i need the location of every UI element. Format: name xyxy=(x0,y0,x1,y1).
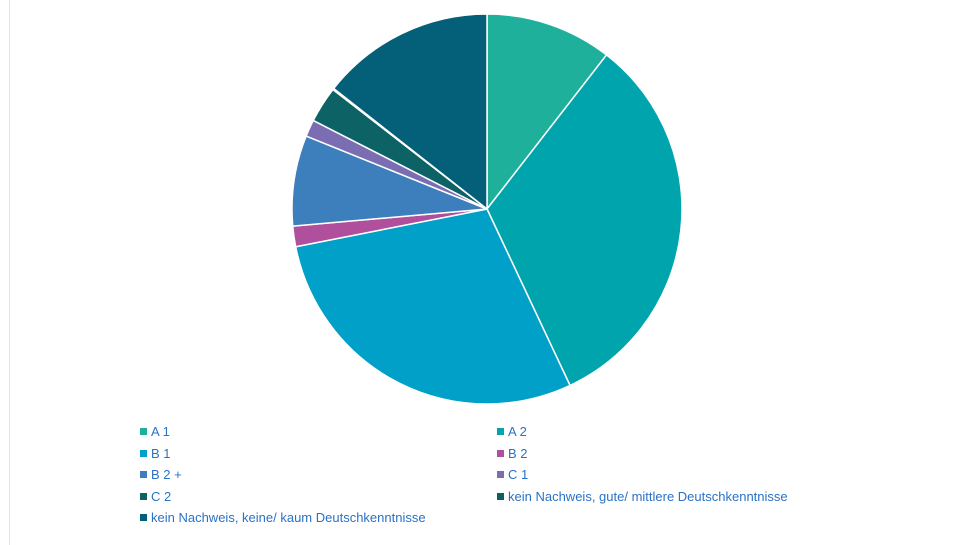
left-border xyxy=(9,0,10,545)
legend-item-5: B 2 + xyxy=(140,465,182,485)
legend-marker-8 xyxy=(497,492,504,500)
legend-label-4: B 2 xyxy=(508,445,528,461)
legend-item-1: A 1 xyxy=(140,422,170,442)
legend-label-7: C 2 xyxy=(151,488,172,504)
pie-slice-2 xyxy=(486,54,683,387)
pie-slice-1 xyxy=(486,13,608,210)
legend-item-2: A 2 xyxy=(497,422,527,442)
legend-item-4: B 2 xyxy=(497,444,528,464)
legend-label-3: B 1 xyxy=(151,445,171,461)
legend-label-2: A 2 xyxy=(508,424,527,439)
legend-marker-5 xyxy=(140,471,147,478)
legend-marker-2 xyxy=(497,428,504,435)
legend-label-9: kein Nachweis, keine/ kaum Deutschkenntn… xyxy=(151,510,426,525)
pie-slice-9 xyxy=(332,13,488,210)
pie-slices xyxy=(291,13,683,405)
legend-label-1: A 1 xyxy=(151,424,170,439)
legend-item-7: C 2 xyxy=(140,487,171,507)
legend-label-8: kein Nachweis, gute/ mittlere Deutschken… xyxy=(508,488,788,504)
legend-marker-6 xyxy=(497,471,504,478)
legend-label-6: C 1 xyxy=(508,467,529,482)
pie-slice-3 xyxy=(294,208,571,405)
legend-marker-9 xyxy=(140,514,147,521)
legend-item-8: kein Nachweis, gute/ mittlere Deutschken… xyxy=(497,487,788,507)
legend-item-9: kein Nachweis, keine/ kaum Deutschkenntn… xyxy=(140,508,426,528)
legend-marker-1 xyxy=(140,428,147,435)
legend-item-3: B 1 xyxy=(140,444,171,464)
legend-item-6: C 1 xyxy=(497,465,528,485)
legend-marker-3 xyxy=(140,449,147,457)
legend-label-5: B 2 + xyxy=(151,467,182,482)
legend-marker-4 xyxy=(497,449,504,457)
legend-marker-7 xyxy=(140,492,147,500)
